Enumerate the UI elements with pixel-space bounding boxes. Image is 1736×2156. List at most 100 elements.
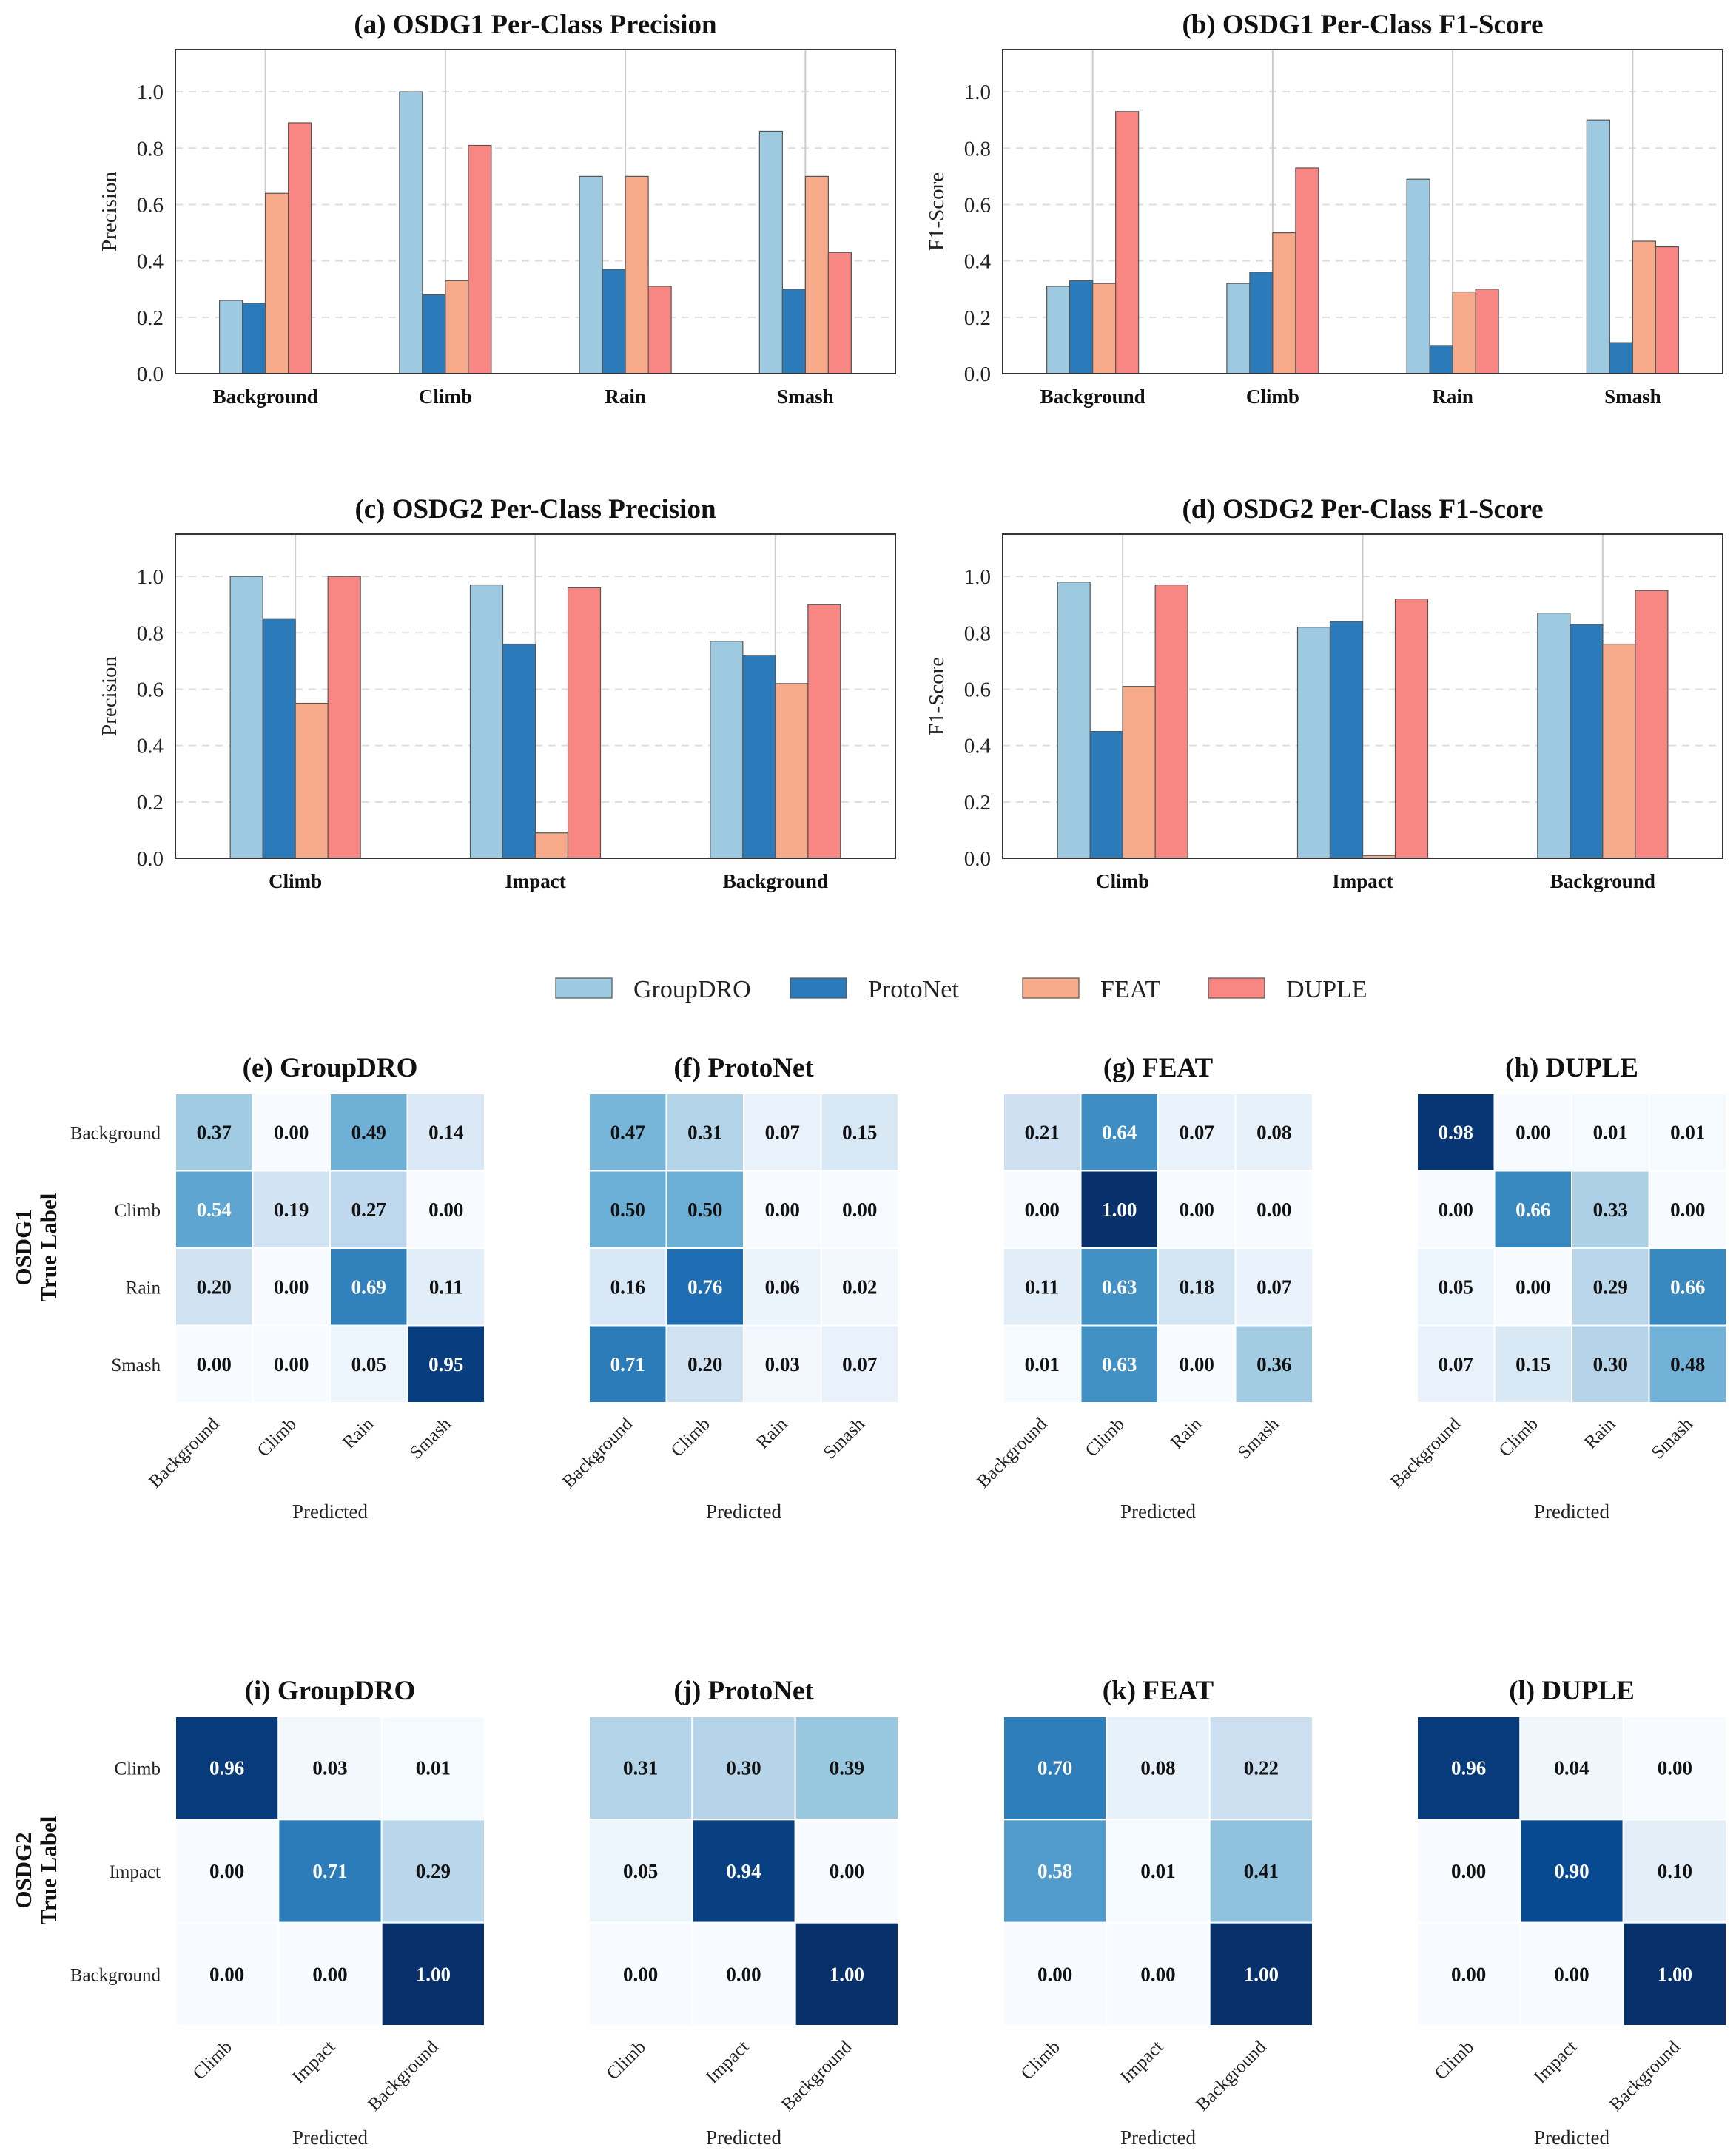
y-tick-label: 0.6 (964, 678, 991, 701)
bar-groupdro-background (1537, 613, 1571, 859)
bar-groupdro-climb (229, 576, 263, 859)
cell-value: 0.15 (842, 1121, 877, 1143)
cell-value: 0.00 (197, 1353, 232, 1375)
bar-duple-smash (1655, 246, 1679, 374)
x-tick-label: Impact (1332, 870, 1393, 892)
cell-value: 0.00 (1451, 1860, 1486, 1882)
cell-value: 0.04 (1554, 1757, 1589, 1779)
confusion-matrix-3: (h) DUPLE 0.98 0.00 0.01 0.01 0.00 0.66 0.33 0.0… (1387, 1053, 1727, 1523)
x-tick-label: Climb (1082, 1414, 1128, 1461)
cell-value: 0.01 (1670, 1121, 1705, 1143)
cell-value: 0.30 (726, 1757, 761, 1779)
bar-protonet-rain (1429, 345, 1453, 374)
heatmap-cell (665, 1324, 744, 1404)
legend-item-protonet: ProtoNet (790, 976, 959, 1003)
cell-value: 0.11 (429, 1276, 463, 1298)
cell-value: 0.00 (830, 1860, 864, 1882)
cell-value: 1.00 (416, 1963, 451, 1985)
heatmap-cell (1648, 1170, 1727, 1249)
cell-value: 0.48 (1670, 1353, 1705, 1375)
y-tick-label: 0.8 (964, 621, 991, 645)
bar-duple-climb (468, 144, 492, 374)
bar-groupdro-smash (758, 130, 783, 374)
legend: GroupDRO ProtoNet FEAT DUPLE (555, 976, 1367, 1003)
bar-feat-background (265, 192, 289, 374)
plot-frame (1002, 533, 1723, 859)
cell-value: 0.02 (842, 1276, 877, 1298)
heatmap-cell (1080, 1247, 1159, 1327)
cell-value: 0.00 (1658, 1757, 1692, 1779)
x-tick-label: Smash (820, 1414, 869, 1463)
heatmap-cell (794, 1716, 899, 1821)
cell-value: 0.90 (1554, 1860, 1589, 1882)
cell-value: 0.00 (842, 1199, 877, 1221)
x-tick-label: Rain (1432, 385, 1473, 408)
legend-label: DUPLE (1286, 976, 1367, 1003)
legend-label: GroupDRO (633, 976, 751, 1003)
heatmap-cell (1571, 1170, 1650, 1249)
cell-value: 0.07 (1256, 1276, 1291, 1298)
bar-groupdro-background (1046, 286, 1071, 374)
legend-label: ProtoNet (868, 976, 959, 1003)
heatmap-cell (1493, 1093, 1572, 1172)
bar-feat-impact (534, 832, 569, 859)
cell-value: 0.07 (765, 1121, 800, 1143)
cell-value: 0.01 (1025, 1353, 1060, 1375)
y-tick-label: Climb (114, 1201, 161, 1221)
matrix-title: (f) ProtoNet (673, 1053, 814, 1083)
y-tick-label: 0.2 (964, 306, 991, 330)
y-tick-label: 0.2 (137, 791, 164, 815)
x-tick-label: Background (1606, 2037, 1684, 2115)
cell-value: 0.00 (765, 1199, 800, 1221)
cell-value: 0.29 (416, 1860, 451, 1882)
bar-duple-rain (647, 286, 672, 374)
cell-value: 0.00 (1140, 1963, 1175, 1985)
cell-value: 0.39 (830, 1757, 864, 1779)
legend-swatch (790, 977, 847, 999)
y-axis-label: F1-Score (925, 172, 949, 251)
bar-feat-smash (1632, 240, 1656, 374)
x-tick-label: Background (1192, 2037, 1271, 2115)
heatmap-cell (1208, 1819, 1313, 1924)
cell-value: 1.00 (1244, 1963, 1279, 1985)
y-tick-label: 1.0 (964, 81, 991, 104)
plot-frame (175, 533, 896, 859)
legend-swatch (1022, 977, 1080, 999)
cell-value: 0.00 (1439, 1199, 1473, 1221)
heatmap-cell (588, 1170, 667, 1249)
cell-value: 0.31 (623, 1757, 658, 1779)
bar-protonet-background (742, 655, 776, 859)
cell-value: 0.96 (209, 1757, 244, 1779)
bar-duple-smash (827, 252, 852, 374)
cell-value: 0.00 (1180, 1199, 1214, 1221)
heatmap-cell (1234, 1247, 1313, 1327)
x-tick-label: Background (1387, 1414, 1465, 1492)
bar-groupdro-impact (469, 584, 504, 859)
confusion-matrix-2: (g) FEAT 0.21 0.64 0.07 0.08 0.00 1.00 0.00 0.00… (973, 1053, 1313, 1523)
heatmap-cell (1003, 1819, 1108, 1924)
heatmap-cell (794, 1921, 899, 2027)
y-tick-label: 0.4 (137, 735, 164, 758)
cell-value: 0.18 (1180, 1276, 1214, 1298)
heatmap-cell (1571, 1093, 1650, 1172)
cell-value: 0.20 (687, 1353, 722, 1375)
heatmap-cell (1519, 1716, 1624, 1821)
panel-title: (c) OSDG2 Per-Class Precision (354, 494, 716, 525)
heatmap-cell (1648, 1247, 1727, 1327)
bar-protonet-impact (1329, 621, 1364, 859)
confusion-matrix-2: (k) FEAT 0.70 0.08 0.22 0.58 0.01 0.41 0.00 0.00… (1003, 1676, 1313, 2149)
bar-duple-climb (327, 576, 361, 859)
heatmap-cell (1493, 1170, 1572, 1249)
bar-duple-background (1635, 590, 1669, 859)
heatmap-cell (252, 1170, 331, 1249)
confusion-matrix-3: (l) DUPLE 0.96 0.04 0.00 0.00 0.90 0.10 0.00 0.0… (1416, 1676, 1728, 2149)
confusion-matrix-0: (i) GroupDRO 0.96 0.03 0.01 0.00 0.71 0.29 0.00… (70, 1676, 486, 2149)
heatmap-cell (1080, 1324, 1159, 1404)
cell-value: 0.30 (1593, 1353, 1628, 1375)
heatmap-cell (1519, 1819, 1624, 1924)
plot-frame (1002, 49, 1723, 374)
cell-value: 1.00 (1658, 1963, 1692, 1985)
heatmap-cell (1157, 1093, 1237, 1172)
legend-swatch (555, 977, 613, 999)
x-axis-label: Predicted (1534, 1500, 1609, 1523)
